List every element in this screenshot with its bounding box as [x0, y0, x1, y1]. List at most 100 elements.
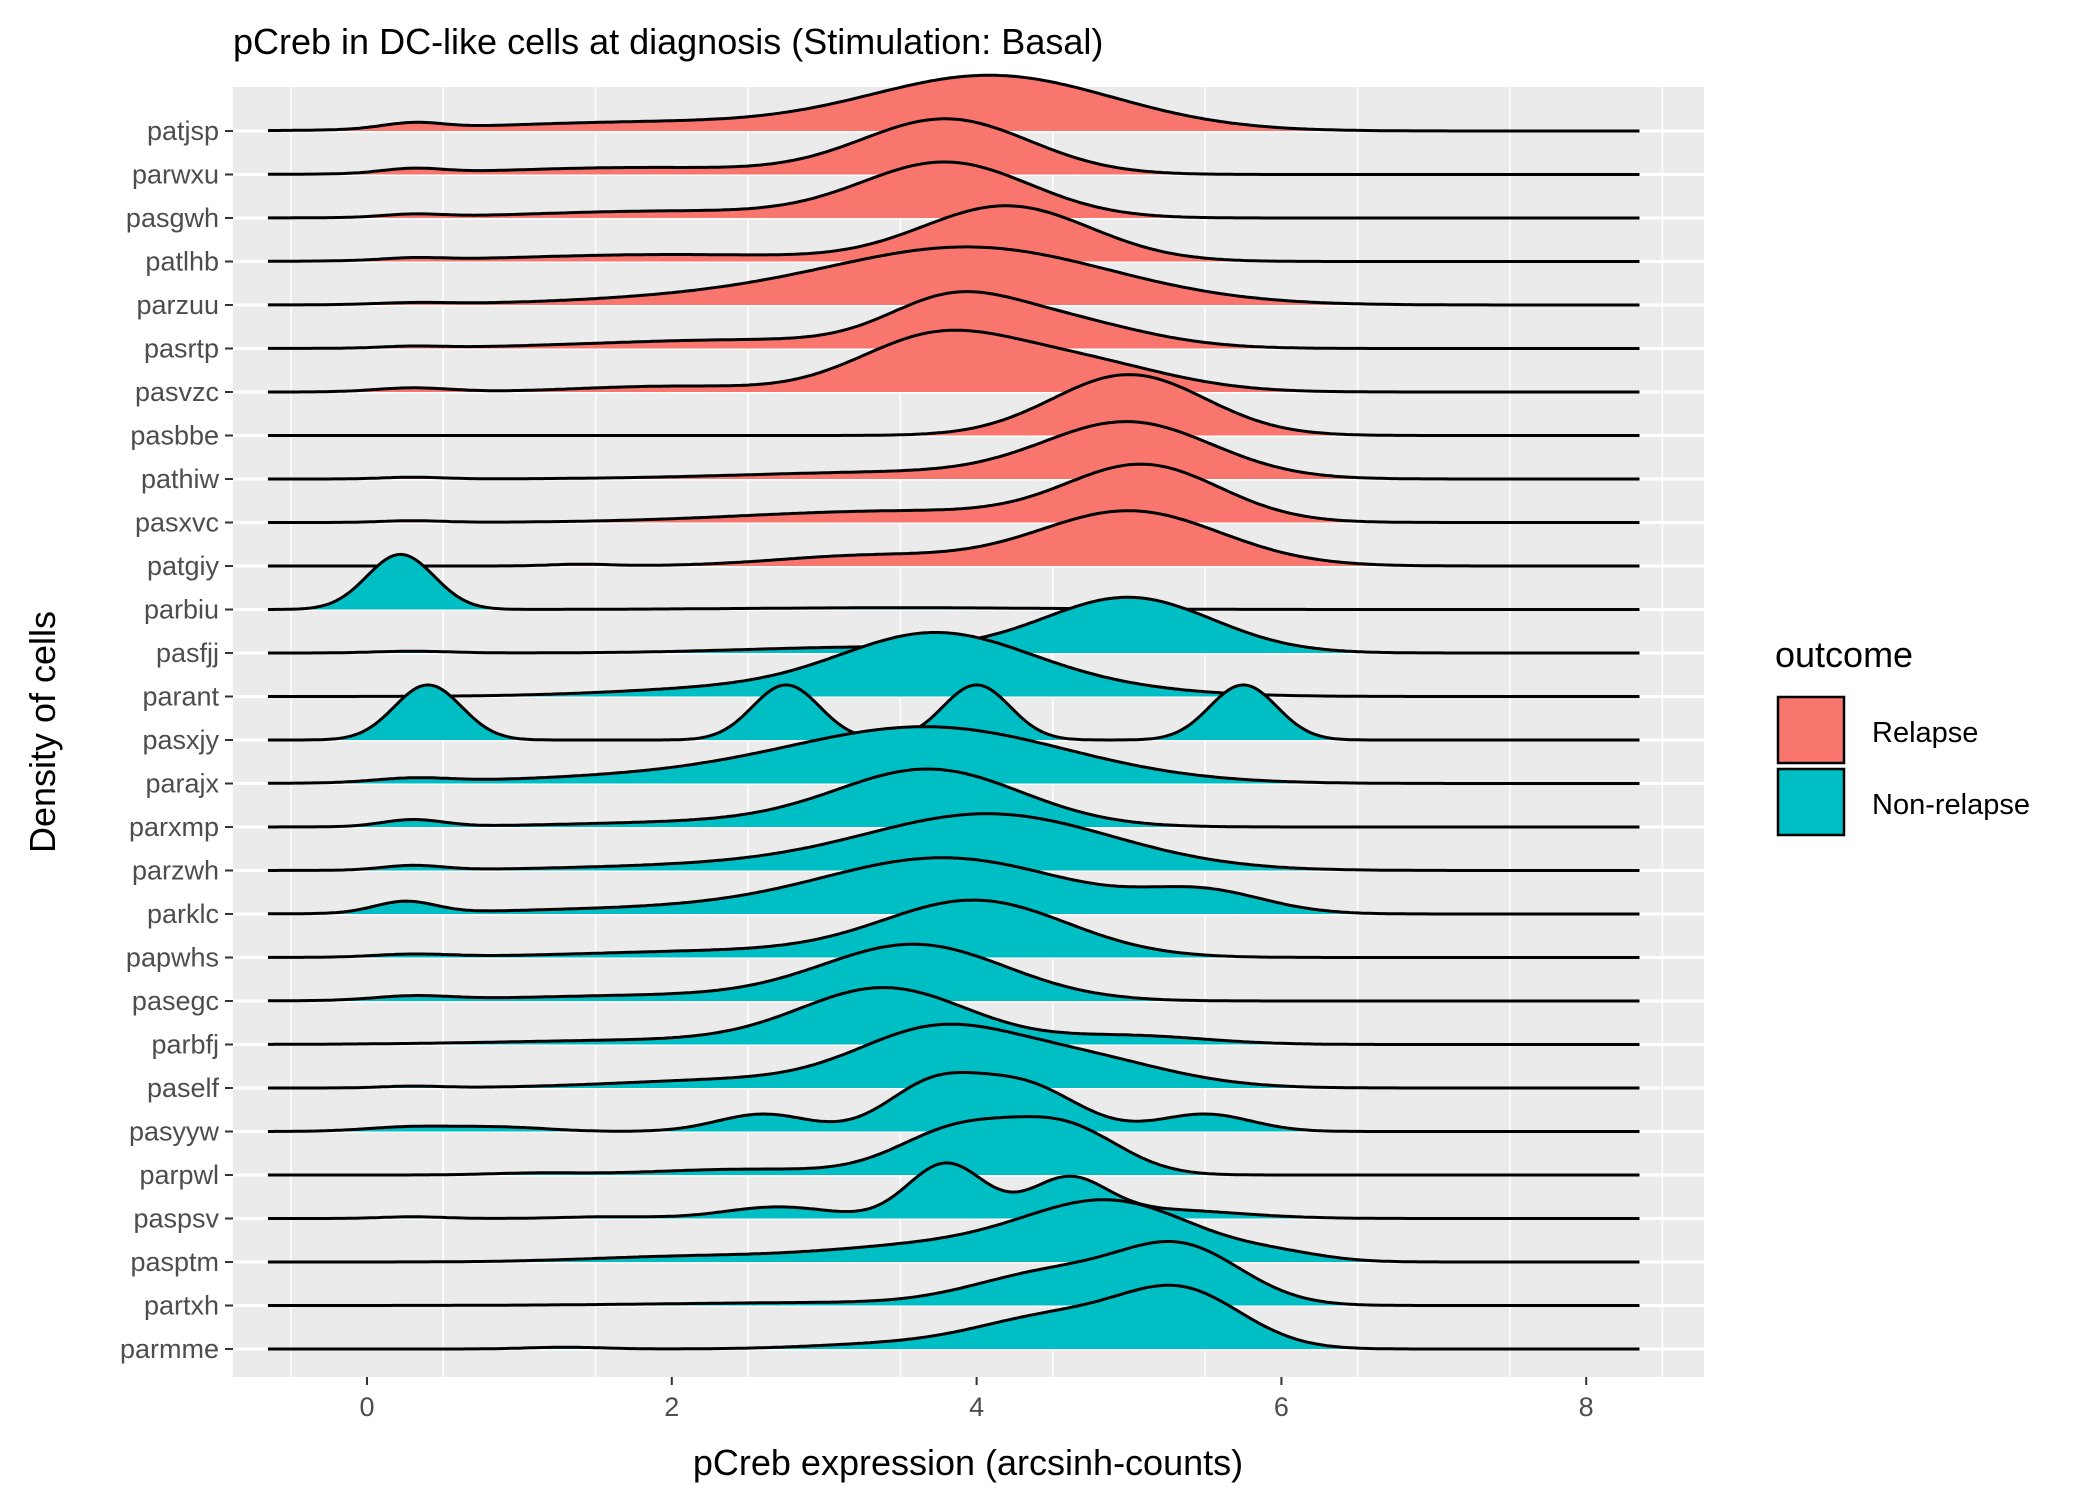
- y-tick-label-patgiy: patgiy: [147, 551, 220, 581]
- ridge-fill-patjsp: [267, 75, 1640, 131]
- ridge-fill-patgiy: [267, 510, 1640, 566]
- ridge-line-parant: [267, 631, 1640, 698]
- y-tick-label-pasptm: pasptm: [130, 1247, 219, 1277]
- ridge-line-paself: [267, 1022, 1640, 1090]
- y-tick-label-paspsv: paspsv: [133, 1204, 219, 1234]
- x-tick-label: 2: [664, 1392, 679, 1422]
- chart-title: pCreb in DC-like cells at diagnosis (Sti…: [233, 21, 1103, 62]
- y-tick-label-paself: paself: [147, 1073, 220, 1103]
- legend-title: outcome: [1775, 634, 1913, 675]
- ridge-fill-parbfj: [267, 987, 1640, 1045]
- ridge-line-parwxu: [267, 117, 1640, 176]
- ridge-fill-parant: [267, 632, 1640, 697]
- ridge-line-partxh: [267, 1240, 1640, 1307]
- ridge-line-paspsv: [267, 1161, 1640, 1220]
- y-tick-label-partxh: partxh: [144, 1291, 219, 1321]
- y-tick-label-parant: parant: [142, 682, 219, 712]
- ridge-fill-pasyyw: [267, 1072, 1640, 1132]
- ridge-line-pasvzc: [267, 328, 1640, 394]
- ridge-line-pathiw: [267, 420, 1640, 481]
- ridge-line-pasbbe: [267, 373, 1640, 437]
- density-ridges: [267, 73, 1640, 1351]
- ridge-line-patlhb: [267, 204, 1640, 263]
- y-tick-label-parbiu: parbiu: [144, 595, 219, 625]
- ridge-fill-parmme: [267, 1285, 1640, 1349]
- y-tick-label-parklc: parklc: [147, 899, 219, 929]
- y-tick-label-pasbbe: pasbbe: [130, 421, 219, 451]
- legend-label-relapse: Relapse: [1872, 717, 1978, 749]
- y-tick-label-parzwh: parzwh: [132, 856, 219, 886]
- y-tick-label-parbfj: parbfj: [151, 1030, 219, 1060]
- ridge-line-pasegc: [267, 942, 1640, 1003]
- y-tick-label-pasxvc: pasxvc: [135, 508, 219, 538]
- y-tick-label-parmme: parmme: [120, 1334, 219, 1364]
- y-tick-label-pasfjj: pasfjj: [156, 638, 219, 668]
- ridge-line-pasxvc: [267, 462, 1640, 524]
- x-tick-label: 4: [969, 1392, 984, 1422]
- ridge-line-pasgwh: [267, 160, 1640, 220]
- ridge-fill-papwhs: [267, 900, 1640, 958]
- ridge-line-pasyyw: [267, 1071, 1640, 1133]
- ridge-line-pasptm: [267, 1198, 1640, 1264]
- x-tick-label: 6: [1274, 1392, 1289, 1422]
- ridge-line-parbfj: [267, 986, 1640, 1046]
- ridge-line-parajx: [267, 725, 1640, 785]
- legend: outcome Relapse Non-relapse: [1775, 634, 2030, 837]
- ridge-fill-pasegc: [267, 944, 1640, 1001]
- ridge-fill-pasgwh: [267, 162, 1640, 218]
- ridge-fill-partxh: [267, 1241, 1640, 1306]
- legend-label-non-relapse: Non-relapse: [1872, 789, 2030, 821]
- y-tick-label-papwhs: papwhs: [126, 943, 219, 973]
- ridge-fill-parajx: [267, 726, 1640, 784]
- ridge-line-parpwl: [267, 1115, 1640, 1177]
- y-tick-label-parwxu: parwxu: [132, 160, 219, 190]
- x-axis-ticks: 0 2 4 6 8: [359, 1377, 1594, 1422]
- x-tick-label: 8: [1579, 1392, 1594, 1422]
- ridge-fill-paself: [267, 1024, 1640, 1088]
- ridge-fill-patlhb: [267, 205, 1640, 262]
- y-tick-label-parajx: parajx: [145, 769, 219, 799]
- ridge-fill-paspsv: [267, 1162, 1640, 1219]
- y-tick-label-parzuu: parzuu: [136, 290, 219, 320]
- y-tick-label-pasvzc: pasvzc: [135, 377, 219, 407]
- ridge-line-patgiy: [267, 509, 1640, 568]
- ridge-fill-parpwl: [267, 1116, 1640, 1175]
- y-tick-label-parxmp: parxmp: [129, 812, 219, 842]
- ridge-line-pasrtp: [267, 290, 1640, 350]
- ridge-line-papwhs: [267, 898, 1640, 959]
- y-tick-label-pasxjy: pasxjy: [142, 725, 219, 755]
- ridge-fill-parzuu: [267, 246, 1640, 305]
- ridge-line-pasxjy: [267, 683, 1640, 742]
- y-tick-label-pasgwh: pasgwh: [126, 203, 219, 233]
- ridge-line-patjsp: [267, 73, 1640, 133]
- ridge-fill-pasxvc: [267, 464, 1640, 523]
- y-tick-label-pasyyw: pasyyw: [129, 1117, 220, 1147]
- ridge-line-parzwh: [267, 812, 1640, 872]
- ridge-fill-parbiu: [267, 554, 1640, 610]
- ridge-line-parzuu: [267, 245, 1640, 307]
- y-axis-title: Density of cells: [22, 611, 63, 853]
- ridge-fill-pasvzc: [267, 330, 1640, 392]
- x-axis-title: pCreb expression (arcsinh-counts): [693, 1442, 1243, 1483]
- y-tick-label-parpwl: parpwl: [139, 1160, 219, 1190]
- ridge-line-parbiu: [267, 552, 1640, 611]
- ridge-fill-parzwh: [267, 813, 1640, 871]
- y-tick-label-pasegc: pasegc: [132, 986, 219, 1016]
- ridge-fill-parwxu: [267, 118, 1640, 175]
- y-tick-label-pathiw: pathiw: [141, 464, 220, 494]
- ridge-line-parmme: [267, 1283, 1640, 1351]
- ridge-line-parxmp: [267, 767, 1640, 829]
- y-tick-label-pasrtp: pasrtp: [144, 334, 219, 364]
- x-tick-label: 0: [359, 1392, 374, 1422]
- ridge-line-parklc: [267, 856, 1640, 916]
- y-axis-ticks: patjsp parwxu pasgwh patlhb parzuu pasrtp pasv…: [120, 116, 233, 1364]
- ridge-fill-pasrtp: [267, 291, 1640, 349]
- ridge-fill-parxmp: [267, 769, 1640, 827]
- ridge-fill-parklc: [267, 857, 1640, 914]
- legend-swatch-non-relapse: [1776, 767, 1846, 837]
- y-tick-label-patjsp: patjsp: [147, 116, 219, 146]
- y-tick-label-patlhb: patlhb: [145, 247, 219, 277]
- legend-swatch-relapse: [1776, 695, 1846, 765]
- ridge-fill-pasptm: [267, 1199, 1640, 1262]
